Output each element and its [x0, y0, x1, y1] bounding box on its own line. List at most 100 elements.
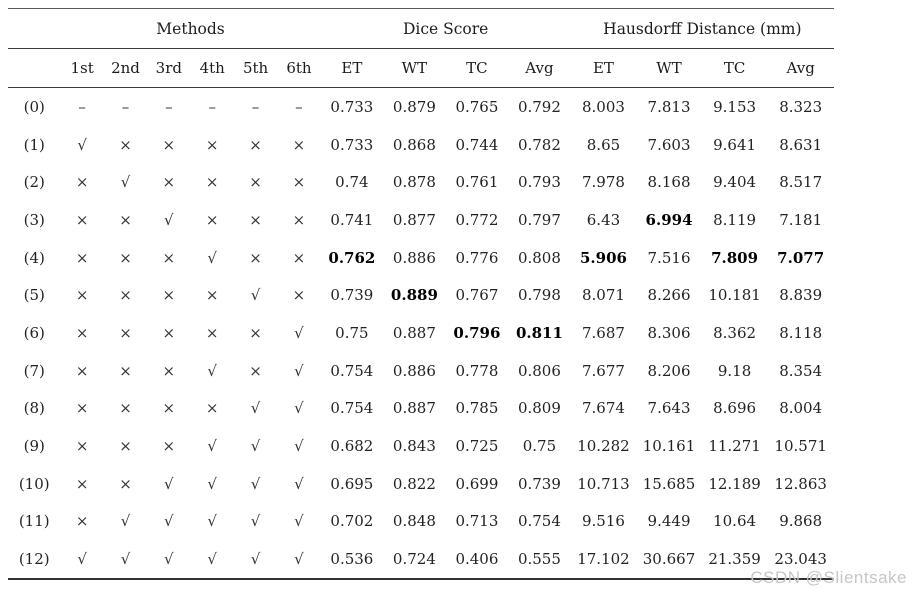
value-cell: 8.118 [779, 323, 823, 342]
value-cell: 6.43 [586, 210, 621, 229]
empty-corner-cell [8, 8, 61, 49]
value-cell: 7.813 [647, 97, 691, 116]
value-cell: 0.702 [330, 512, 374, 531]
cross-icon: × [75, 361, 89, 380]
value-cell: 0.798 [517, 286, 561, 305]
value-cell: 5.906 [579, 248, 627, 267]
row-label: (11) [18, 512, 50, 531]
value-cell: 0.765 [455, 97, 499, 116]
value-cell: 0.75 [335, 323, 369, 342]
row-label: (5) [23, 286, 45, 305]
row-label: (10) [18, 474, 50, 493]
value-cell: 17.102 [577, 550, 630, 569]
table-row: (0) – – – – – – 0.733 0.879 0.765 0.792 8.003 7.813 9… [8, 88, 834, 126]
col-group-methods: Methods [60, 8, 321, 49]
value-cell: 0.886 [392, 361, 436, 380]
value-cell: 0.822 [392, 474, 436, 493]
value-cell: 0.776 [455, 248, 499, 267]
value-cell: 0.878 [392, 173, 436, 192]
value-cell: 0.555 [517, 550, 561, 569]
checkmark-icon: √ [294, 437, 304, 456]
value-cell: 0.74 [335, 173, 369, 192]
value-cell: 15.685 [642, 474, 696, 493]
value-cell: 0.887 [392, 323, 436, 342]
col-group-dice-score: Dice Score [320, 8, 571, 49]
value-cell: 0.793 [517, 173, 561, 192]
value-cell: 8.004 [779, 399, 823, 418]
value-cell: 7.603 [647, 135, 691, 154]
value-cell: 0.762 [328, 248, 376, 267]
checkmark-icon: √ [250, 550, 261, 569]
value-cell: 9.449 [647, 512, 691, 531]
cross-icon: × [205, 286, 219, 305]
table-row: (6) × × × × × √ 0.75 0.887 0.796 0.811 7.687 8.306 8.… [8, 314, 834, 352]
cross-icon: × [119, 437, 132, 456]
dash-icon: – [78, 97, 86, 116]
col-group-hausdorff-distance: Hausdorff Distance (mm) [570, 8, 834, 49]
table-header: Methods Dice Score Hausdorff Distance (m… [8, 8, 834, 88]
table-row: (2) × √ × × × × 0.74 0.878 0.761 0.793 7.978 8.168 9.… [8, 163, 834, 201]
col-header-5th: 5th [233, 48, 278, 88]
value-cell: 8.65 [586, 135, 621, 154]
row-label: (8) [23, 399, 45, 418]
col-header-2nd: 2nd [103, 48, 148, 88]
value-cell: 0.754 [517, 512, 561, 531]
sub-header-row: 1st 2nd 3rd 4th 5th 6th ET WT TC Avg ET … [8, 48, 834, 88]
value-cell: 0.877 [392, 210, 436, 229]
value-cell: 0.536 [330, 550, 374, 569]
cross-icon: × [119, 135, 132, 154]
value-cell: 8.306 [647, 323, 691, 342]
value-cell: 8.323 [779, 97, 823, 116]
group-header-row: Methods Dice Score Hausdorff Distance (m… [8, 8, 834, 49]
checkmark-icon: √ [294, 323, 304, 342]
value-cell: 0.811 [515, 323, 563, 342]
value-cell: 9.516 [582, 512, 625, 531]
checkmark-icon: √ [294, 512, 304, 531]
col-header-3rd: 3rd [147, 48, 191, 88]
cross-icon: × [292, 173, 306, 192]
table-row: (1) √ × × × × × 0.733 0.868 0.744 0.782 8.65 7.603 9.… [8, 126, 834, 164]
value-cell: 0.761 [455, 173, 499, 192]
value-cell: 7.677 [582, 361, 625, 380]
cross-icon: × [292, 210, 306, 229]
value-cell: 8.003 [582, 97, 625, 116]
value-cell: 10.181 [708, 286, 761, 305]
cross-icon: × [75, 248, 89, 267]
value-cell: 0.733 [330, 97, 374, 116]
value-cell: 0.886 [392, 248, 436, 267]
empty-corner-cell [8, 48, 61, 88]
cross-icon: × [75, 512, 89, 531]
checkmark-icon: √ [207, 437, 217, 456]
col-header-hd-avg: Avg [767, 48, 834, 88]
col-header-dice-wt: WT [383, 48, 446, 88]
value-cell: 0.725 [455, 437, 499, 456]
value-cell: 7.643 [647, 399, 691, 418]
value-cell: 0.767 [455, 286, 499, 305]
cross-icon: × [162, 437, 176, 456]
table-row: (4) × × × √ × × 0.762 0.886 0.776 0.808 5.906 7.516 7… [8, 239, 834, 277]
value-cell: 10.282 [577, 437, 630, 456]
cross-icon: × [292, 248, 306, 267]
table-body: (0) – – – – – – 0.733 0.879 0.765 0.792 8.003 7.813 9… [8, 88, 834, 579]
value-cell: 0.843 [392, 437, 436, 456]
value-cell: 6.994 [645, 210, 693, 229]
value-cell: 0.724 [392, 550, 436, 569]
value-cell: 0.754 [330, 399, 374, 418]
value-cell: 9.18 [717, 361, 752, 380]
checkmark-icon: √ [294, 361, 304, 380]
value-cell: 0.796 [453, 323, 501, 342]
cross-icon: × [249, 323, 262, 342]
checkmark-icon: √ [250, 437, 261, 456]
col-header-hd-wt: WT [636, 48, 702, 88]
dash-icon: – [121, 97, 130, 116]
cross-icon: × [292, 286, 306, 305]
value-cell: 11.271 [708, 437, 761, 456]
value-cell: 12.189 [708, 474, 761, 493]
value-cell: 7.978 [582, 173, 625, 192]
cross-icon: × [162, 286, 176, 305]
value-cell: 8.517 [779, 173, 823, 192]
cross-icon: × [75, 437, 89, 456]
checkmark-icon: √ [77, 135, 87, 154]
value-cell: 0.695 [330, 474, 374, 493]
